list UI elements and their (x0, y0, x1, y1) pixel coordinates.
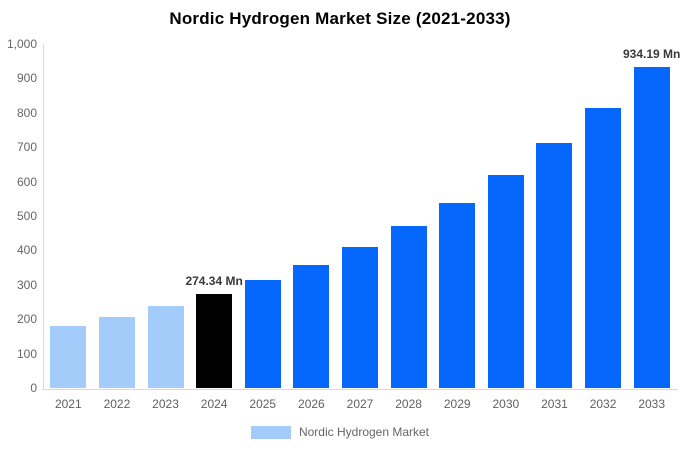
x-tick-label: 2024 (200, 397, 228, 411)
chart-title: Nordic Hydrogen Market Size (2021-2033) (169, 9, 511, 28)
y-tick-label: 1,000 (6, 37, 37, 51)
bar-2032[interactable] (585, 107, 622, 388)
bar-2027[interactable] (342, 246, 378, 388)
x-tick-label: 2021 (54, 397, 82, 411)
bar-2023[interactable] (147, 306, 184, 388)
y-tick-label: 700 (16, 140, 37, 155)
y-tick-label: 800 (16, 105, 37, 120)
bar-2024[interactable] (196, 293, 233, 388)
y-tick-label: 0 (30, 381, 37, 395)
x-tick-label: 2023 (152, 397, 179, 411)
x-tick-label: 2032 (589, 397, 617, 411)
x-tick-label: 2026 (298, 397, 325, 411)
x-tick-label: 2022 (103, 397, 131, 411)
y-tick-label: 900 (16, 71, 37, 86)
y-tick-label: 600 (16, 174, 37, 189)
bar-2029[interactable] (439, 202, 476, 388)
x-tick-label: 2030 (492, 397, 520, 411)
bar-2030[interactable] (487, 175, 524, 388)
y-tick-label: 200 (16, 312, 37, 327)
x-tick-label: 2025 (249, 397, 277, 411)
x-tick-label: 2029 (443, 397, 471, 411)
y-tick-label: 500 (16, 209, 37, 223)
x-tick-label: 2031 (541, 397, 568, 411)
y-tick-label: 400 (16, 243, 37, 258)
bar-2033[interactable] (633, 66, 670, 388)
x-tick-label: 2033 (638, 397, 666, 411)
bar-2025[interactable] (244, 280, 281, 388)
bar-2021[interactable] (50, 326, 87, 388)
y-tick-label: 300 (16, 277, 37, 292)
x-tick-label: 2028 (395, 397, 422, 411)
legend-swatch (250, 425, 291, 439)
legend: Nordic Hydrogen Market (0, 425, 680, 439)
bar-2028[interactable] (390, 225, 427, 388)
x-axis-line (42, 389, 678, 390)
bar-2031[interactable] (536, 143, 573, 388)
bar-value-label: 934.19 Mn (623, 46, 680, 61)
bar-2026[interactable] (293, 265, 330, 388)
legend-label: Nordic Hydrogen Market (298, 425, 430, 439)
bar-value-label: 274.34 Mn (185, 273, 243, 288)
x-tick-label: 2027 (346, 397, 374, 411)
bar-2022[interactable] (98, 317, 135, 388)
y-axis-line (43, 44, 44, 390)
y-tick-label: 100 (16, 346, 37, 361)
